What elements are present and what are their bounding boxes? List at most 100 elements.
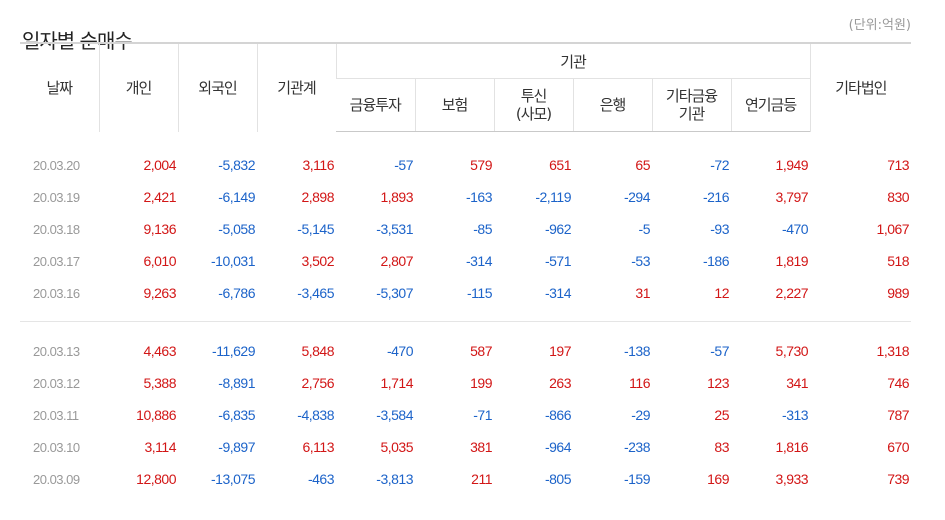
foreign-cell: -6,149 bbox=[218, 189, 255, 205]
row-spacer bbox=[20, 132, 911, 150]
date-cell: 20.03.20 bbox=[33, 157, 80, 173]
pension-cell: -470 bbox=[782, 221, 809, 237]
foreign-cell: -11,629 bbox=[212, 343, 255, 359]
pension-cell: 1,819 bbox=[775, 253, 809, 269]
date-cell: 20.03.11 bbox=[33, 407, 79, 423]
other-corp-cell: 1,067 bbox=[876, 221, 910, 237]
trust-cell: 651 bbox=[549, 157, 571, 173]
table-row: 20.03.18 9,136 -5,058 -5,145 -3,531 -85 -962 -5… bbox=[20, 213, 911, 245]
pension-cell: 5,730 bbox=[775, 343, 809, 359]
financial-inv-cell: 2,807 bbox=[380, 253, 413, 269]
trust-cell: -2,119 bbox=[535, 189, 571, 205]
bank-cell: -294 bbox=[623, 189, 651, 205]
foreign-cell: -5,058 bbox=[218, 221, 255, 237]
individual-cell: 9,263 bbox=[143, 285, 176, 301]
foreign-cell: -6,835 bbox=[218, 407, 255, 423]
financial-inv-cell: -3,813 bbox=[376, 471, 413, 487]
other-fin-cell: -186 bbox=[702, 253, 730, 269]
insurance-cell: -71 bbox=[473, 407, 492, 423]
pension-cell: 1,816 bbox=[775, 439, 809, 455]
individual-cell: 2,004 bbox=[143, 157, 176, 173]
insurance-cell: -314 bbox=[465, 253, 493, 269]
other-corp-cell: 518 bbox=[887, 253, 910, 269]
foreign-cell: -5,832 bbox=[218, 157, 255, 173]
col-header-bank: 은행 bbox=[572, 78, 652, 132]
financial-inv-cell: 5,035 bbox=[380, 439, 413, 455]
individual-cell: 10,886 bbox=[136, 407, 176, 423]
date-cell: 20.03.17 bbox=[33, 253, 80, 269]
table-row: 20.03.12 5,388 -8,891 2,756 1,714 199 263 116 12… bbox=[20, 367, 911, 399]
col-header-pension: 연기금등 bbox=[730, 78, 811, 132]
col-header-financial-inv: 금융투자 bbox=[336, 78, 415, 132]
table-row: 20.03.16 9,263 -6,786 -3,465 -5,307 -115 -314 3… bbox=[20, 277, 911, 309]
individual-cell: 12,800 bbox=[136, 471, 176, 487]
pension-cell: 1,949 bbox=[775, 157, 809, 173]
other-fin-cell: -216 bbox=[702, 189, 730, 205]
trust-cell: -964 bbox=[544, 439, 572, 455]
other-corp-cell: 1,318 bbox=[876, 343, 910, 359]
row-spacer bbox=[20, 322, 911, 336]
other-corp-cell: 713 bbox=[887, 157, 910, 173]
date-cell: 20.03.13 bbox=[33, 343, 80, 359]
bank-cell: 31 bbox=[635, 285, 650, 301]
inst-total-cell: 2,898 bbox=[301, 189, 334, 205]
date-cell: 20.03.18 bbox=[33, 221, 80, 237]
inst-total-cell: 2,756 bbox=[301, 375, 334, 391]
other-fin-cell: 123 bbox=[707, 375, 729, 391]
financial-inv-cell: 1,714 bbox=[380, 375, 413, 391]
table-row: 20.03.20 2,004 -5,832 3,116 -57 579 651 65 -72 1,… bbox=[20, 149, 911, 181]
inst-total-cell: 3,502 bbox=[301, 253, 334, 269]
date-cell: 20.03.09 bbox=[33, 471, 80, 487]
table-body: 20.03.20 2,004 -5,832 3,116 -57 579 651 65 -72 1,… bbox=[20, 132, 912, 496]
inst-total-cell: 3,116 bbox=[302, 157, 335, 173]
insurance-cell: 199 bbox=[470, 375, 492, 391]
table-row: 20.03.19 2,421 -6,149 2,898 1,893 -163 -2,119 -… bbox=[20, 181, 911, 213]
table-row: 20.03.17 6,010 -10,031 3,502 2,807 -314 -571 -5… bbox=[20, 245, 911, 277]
bank-cell: -5 bbox=[638, 221, 651, 237]
financial-inv-cell: -470 bbox=[386, 343, 414, 359]
trust-cell: -805 bbox=[544, 471, 572, 487]
other-corp-cell: 746 bbox=[887, 375, 910, 391]
inst-total-cell: 6,113 bbox=[302, 439, 335, 455]
date-cell: 20.03.16 bbox=[33, 285, 80, 301]
other-fin-cell: 83 bbox=[714, 439, 729, 455]
insurance-cell: -85 bbox=[473, 221, 492, 237]
insurance-cell: -115 bbox=[467, 285, 492, 301]
unit-label: (단위:억원) bbox=[848, 18, 911, 33]
other-corp-cell: 830 bbox=[887, 189, 910, 205]
table-row: 20.03.13 4,463 -11,629 5,848 -470 587 197 -138 -… bbox=[20, 335, 911, 367]
other-corp-cell: 670 bbox=[887, 439, 910, 455]
bank-cell: 116 bbox=[629, 375, 650, 391]
col-header-other-corp: 기타법인 bbox=[809, 43, 912, 132]
inst-total-cell: -463 bbox=[307, 471, 335, 487]
date-cell: 20.03.10 bbox=[33, 439, 80, 455]
bank-cell: -29 bbox=[631, 407, 650, 423]
financial-inv-cell: 1,893 bbox=[380, 189, 413, 205]
bank-cell: 65 bbox=[635, 157, 650, 173]
table-row: 20.03.11 10,886 -6,835 -4,838 -3,584 -71 -866 -… bbox=[20, 399, 911, 431]
date-cell: 20.03.12 bbox=[33, 375, 80, 391]
pension-cell: -313 bbox=[782, 407, 809, 423]
pension-cell: 341 bbox=[786, 375, 809, 391]
other-corp-cell: 989 bbox=[887, 285, 910, 301]
insurance-cell: 579 bbox=[470, 157, 492, 173]
pension-cell: 3,797 bbox=[775, 189, 809, 205]
insurance-cell: 587 bbox=[470, 343, 492, 359]
col-header-other-fin: 기타금융 기관 bbox=[651, 78, 731, 132]
bank-cell: -138 bbox=[623, 343, 651, 359]
inst-total-cell: -3,465 bbox=[297, 285, 334, 301]
foreign-cell: -9,897 bbox=[218, 439, 255, 455]
other-fin-cell: 25 bbox=[714, 407, 729, 423]
individual-cell: 9,136 bbox=[143, 221, 176, 237]
trust-cell: -314 bbox=[544, 285, 572, 301]
col-header-individual: 개인 bbox=[98, 43, 178, 132]
financial-inv-cell: -3,531 bbox=[376, 221, 413, 237]
inst-total-cell: -4,838 bbox=[297, 407, 334, 423]
col-header-date: 날짜 bbox=[46, 79, 73, 98]
foreign-cell: -10,031 bbox=[211, 253, 255, 269]
financial-inv-cell: -57 bbox=[394, 157, 413, 173]
trust-cell: 197 bbox=[549, 343, 571, 359]
foreign-cell: -8,891 bbox=[218, 375, 255, 391]
other-fin-cell: -72 bbox=[710, 157, 729, 173]
bank-cell: -53 bbox=[631, 253, 650, 269]
